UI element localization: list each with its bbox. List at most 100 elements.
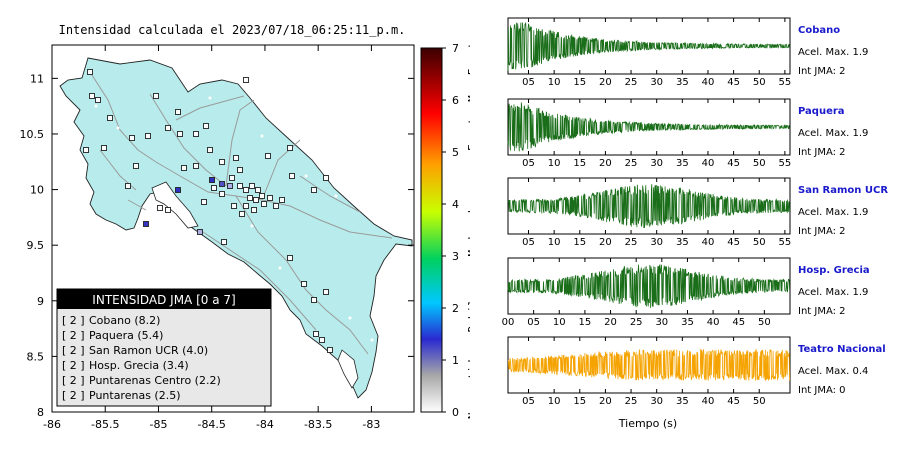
waveform-tick-label: 05 xyxy=(522,77,535,88)
station-marker xyxy=(153,93,159,99)
colorbar-tick-label: 4 xyxy=(452,198,459,211)
station-marker xyxy=(157,205,163,211)
waveform-panel: 05 10 15 20 25 30 35 40 45 50 55 Paquera Acel. Max. … xyxy=(507,98,868,169)
station-marker xyxy=(219,181,225,187)
map-x-tick-label: -85.5 xyxy=(91,418,119,431)
station-marker xyxy=(201,199,207,205)
station-marker xyxy=(323,175,329,181)
station-marker xyxy=(83,147,89,153)
station-marker xyxy=(227,183,233,189)
time-axis-label: Tiempo (s) xyxy=(618,417,677,430)
waveform-trace xyxy=(507,184,790,229)
legend-item-level: [ 2 ] xyxy=(62,389,85,402)
station-marker xyxy=(311,297,317,303)
waveform-tick-label: 55 xyxy=(779,237,792,248)
colorbar-category-label: Fuerte xyxy=(466,111,470,151)
waveform-panels: 05 10 15 20 25 30 35 40 45 50 55 Cobano Acel. Max. 1… xyxy=(502,17,888,430)
waveform-tick-label: 15 xyxy=(573,158,586,169)
waveform-tick-label: 50 xyxy=(753,237,766,248)
legend-item-level: [ 2 ] xyxy=(62,329,85,342)
waveform-tick-label: 05 xyxy=(522,396,535,407)
waveform-tick-label: 35 xyxy=(676,396,689,407)
map-y-tick-label: 10 xyxy=(30,184,44,197)
waveform-tick-label: 50 xyxy=(753,396,766,407)
waveform-trace xyxy=(507,22,790,71)
legend-item-level: [ 2 ] xyxy=(62,374,85,387)
waveform-tick-label: 40 xyxy=(702,396,715,407)
waveform-accel-max: Acel. Max. 1.9 xyxy=(798,47,868,58)
waveform-tick-label: 50 xyxy=(753,77,766,88)
station-marker xyxy=(175,109,181,115)
waveform-tick-label: 10 xyxy=(548,396,561,407)
station-marker xyxy=(323,289,329,295)
waveform-intensity: Int JMA: 2 xyxy=(798,66,846,77)
waveform-intensity: Int JMA: 2 xyxy=(798,306,846,317)
station-marker xyxy=(193,131,199,137)
waveform-tick-label: 45 xyxy=(727,396,740,407)
station-marker xyxy=(165,125,171,131)
map-x-axis: -86 -85.5 -85 -84.5 -84 -83.5 -83 xyxy=(43,45,380,431)
waveform-trace xyxy=(507,263,790,309)
waveform-tick-label: 20 xyxy=(604,317,617,328)
waveform-panel: 05 10 15 20 25 30 35 40 45 50 Teatro Nacional Acel.… xyxy=(507,336,886,407)
waveform-tick-label: 10 xyxy=(548,237,561,248)
waveform-tick-label: 55 xyxy=(779,77,792,88)
waveform-station-name: Teatro Nacional xyxy=(798,344,886,355)
waveform-tick-label: 40 xyxy=(702,158,715,169)
waveform-accel-max: Acel. Max. 1.9 xyxy=(798,128,868,139)
colorbar-tick-label: 3 xyxy=(452,250,459,263)
station-marker xyxy=(165,207,171,213)
station-marker xyxy=(89,93,95,99)
station-marker xyxy=(133,163,139,169)
station-marker xyxy=(193,163,199,169)
station-marker xyxy=(95,97,101,103)
map-y-tick-label: 8 xyxy=(37,406,44,419)
waveform-tick-label: 25 xyxy=(625,158,638,169)
waveform-tick-label: 40 xyxy=(702,77,715,88)
waveform-tick-label: 30 xyxy=(650,158,663,169)
waveform-tick-label: 35 xyxy=(676,237,689,248)
waveform-station-name: Paquera xyxy=(798,106,845,117)
colorbar-category-label: Debil xyxy=(466,299,470,332)
map-y-axis: 11 10.5 10 9.5 9 8.5 8 xyxy=(20,72,414,419)
waveform-tick-label: 45 xyxy=(727,237,740,248)
station-marker xyxy=(209,177,215,183)
map-x-tick-label: -85 xyxy=(149,418,167,431)
colorbar-categories: No sentido Debil Moderado Fuerte Muy Fuerte xyxy=(466,36,470,419)
waveform-tick-label: 10 xyxy=(553,317,566,328)
station-marker xyxy=(265,153,271,159)
intensity-legend: INTENSIDAD JMA [0 a 7] [ 2 ] Cobano (8.2)… xyxy=(56,288,272,407)
map-title: Intensidad calculada el 2023/07/18_06:25… xyxy=(59,23,406,37)
legend-item-level: [ 2 ] xyxy=(62,314,85,327)
waveform-tick-label: 40 xyxy=(707,317,720,328)
station-marker xyxy=(219,159,225,165)
station-marker xyxy=(143,221,149,227)
station-marker xyxy=(319,337,325,343)
station-marker xyxy=(243,203,249,209)
station-marker xyxy=(101,145,107,151)
map-y-tick-label: 9 xyxy=(37,295,44,308)
colorbar-category-label: Muy Fuerte xyxy=(466,36,470,102)
station-marker xyxy=(239,211,245,217)
station-marker xyxy=(247,195,253,201)
station-marker xyxy=(279,197,285,203)
station-marker xyxy=(203,123,209,129)
waveform-tick-label: 15 xyxy=(573,396,586,407)
station-marker xyxy=(221,239,227,245)
waveform-tick-label: 55 xyxy=(779,158,792,169)
costa-rica-landmass xyxy=(59,57,413,399)
waveform-tick-label: 05 xyxy=(527,317,540,328)
station-marker xyxy=(233,155,239,161)
station-marker xyxy=(229,175,235,181)
waveform-station-name: Cobano xyxy=(798,25,840,36)
station-marker xyxy=(311,187,317,193)
waveform-tick-label: 40 xyxy=(702,237,715,248)
station-marker xyxy=(207,147,213,153)
colorbar-tick-label: 0 xyxy=(452,406,459,419)
legend-item-level: [ 2 ] xyxy=(62,344,85,357)
map-y-tick-label: 8.5 xyxy=(27,350,45,363)
waveform-tick-label: 50 xyxy=(758,317,771,328)
legend-item-station: San Ramon UCR (4.0) xyxy=(89,344,208,357)
waveform-tick-label: 20 xyxy=(599,158,612,169)
waveform-tick-label: 15 xyxy=(573,237,586,248)
